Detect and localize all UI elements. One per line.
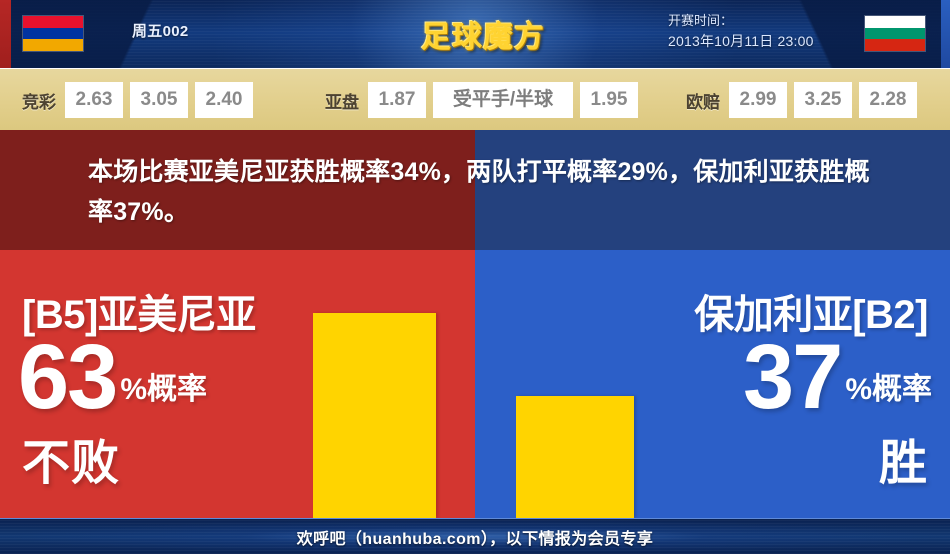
probability-chart: [B5]亚美尼亚 63 %概率 不败 保加利亚[B2] 37 %概率 胜 (0, 250, 950, 518)
away-probability-value: 37 (742, 326, 843, 428)
odds-group-jingcai: 竞彩 2.63 3.05 2.40 (22, 69, 260, 131)
odds-cell-away[interactable]: 2.28 (859, 82, 917, 118)
odds-cell-away[interactable]: 1.95 (580, 82, 638, 118)
bulgaria-flag-icon (864, 15, 926, 52)
probability-statement-text: 本场比赛亚美尼亚获胜概率34%，两队打平概率29%，保加利亚获胜概率37%。 (88, 158, 870, 226)
statement-blue-half (475, 130, 950, 250)
odds-group-label: 亚盘 (325, 92, 359, 112)
odds-bar: 竞彩 2.63 3.05 2.40 亚盘 1.87 受平手/半球 1.95 欧赔… (0, 68, 950, 130)
odds-cell-draw[interactable]: 3.05 (130, 82, 188, 118)
home-probability-value: 63 (18, 326, 118, 428)
header-bar: 周五002 足球魔方 开赛时间： 2013年10月11日 23:00 (0, 0, 950, 68)
header-left-red-edge (0, 0, 11, 68)
away-verdict-label: 胜 (878, 437, 928, 490)
kickoff-info: 开赛时间： 2013年10月11日 23:00 (668, 10, 814, 52)
home-team-name: [B5]亚美尼亚 (22, 293, 256, 337)
statement-red-half (0, 130, 475, 250)
kickoff-datetime: 2013年10月11日 23:00 (668, 33, 814, 49)
home-team-block: [B5]亚美尼亚 63 %概率 不败 (0, 250, 475, 518)
odds-cell-home[interactable]: 2.99 (729, 82, 787, 118)
odds-cell-away[interactable]: 2.40 (195, 82, 253, 118)
footer-bar: 欢呼吧（huanhuba.com），以下情报为会员专享 (0, 518, 950, 554)
site-logo[interactable]: 足球魔方 (421, 21, 545, 54)
match-number-label: 周五002 (132, 23, 189, 40)
footer-promo-text: 欢呼吧（huanhuba.com），以下情报为会员专享 (296, 530, 654, 548)
statement-band: 本场比赛亚美尼亚获胜概率34%，两队打平概率29%，保加利亚获胜概率37%。 (0, 130, 950, 250)
home-verdict-label: 不败 (22, 437, 121, 490)
away-probability-row: 37 %概率 (742, 326, 932, 428)
chart-bar-home (313, 313, 436, 518)
odds-group-asian-handicap: 亚盘 1.87 受平手/半球 1.95 (325, 69, 645, 131)
away-probability-suffix: %概率 (845, 373, 932, 406)
odds-cell-home[interactable]: 1.87 (368, 82, 426, 118)
away-team-name: 保加利亚[B2] (694, 293, 928, 337)
kickoff-label: 开赛时间： (668, 13, 734, 28)
armenia-flag-icon (22, 15, 84, 52)
odds-cell-handicap[interactable]: 受平手/半球 (433, 82, 573, 118)
header-right-blue-edge (941, 0, 950, 68)
chart-bar-away (516, 396, 634, 518)
home-probability-row: 63 %概率 (18, 326, 208, 428)
odds-cell-draw[interactable]: 3.25 (794, 82, 852, 118)
odds-group-european: 欧赔 2.99 3.25 2.28 (686, 69, 924, 131)
odds-cell-home[interactable]: 2.63 (65, 82, 123, 118)
odds-group-label: 竞彩 (22, 92, 56, 112)
away-team-block: 保加利亚[B2] 37 %概率 胜 (475, 250, 950, 518)
home-probability-suffix: %概率 (120, 373, 208, 406)
odds-group-label: 欧赔 (686, 92, 720, 112)
